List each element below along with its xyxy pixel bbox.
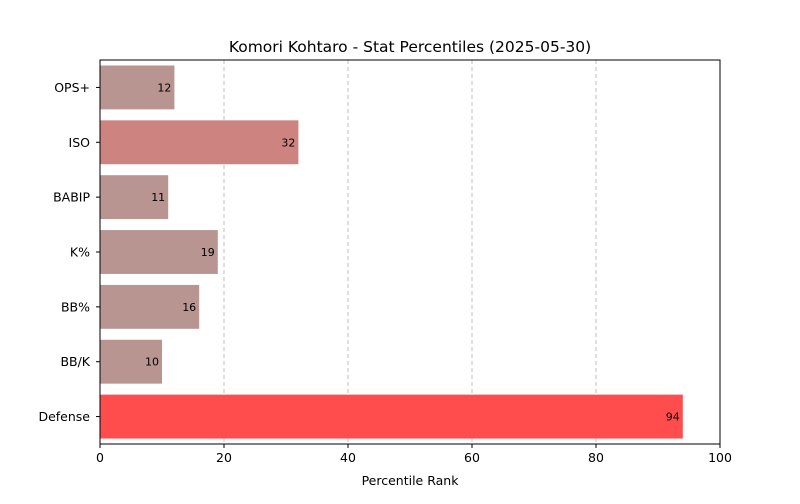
value-label: 11 (151, 191, 165, 204)
bar-k- (100, 230, 218, 274)
value-label: 19 (201, 246, 215, 259)
category-label: K% (70, 245, 90, 260)
value-label: 32 (281, 136, 295, 149)
x-axis-ticks: 0 20 40 60 80 100 (96, 444, 732, 465)
value-labels: 12 32 11 19 16 10 94 (145, 81, 680, 423)
x-tick-label: 80 (588, 450, 604, 465)
chart-title: Komori Kohtaro - Stat Percentiles (2025-… (229, 38, 591, 56)
bar-iso (100, 120, 299, 165)
value-label: 94 (666, 411, 680, 424)
bars (100, 65, 683, 439)
y-axis-ticks: OPS+ ISO BABIP K% BB% BB/K Defense (38, 80, 100, 424)
x-tick-label: 20 (216, 450, 232, 465)
x-tick-label: 60 (464, 450, 480, 465)
category-label: ISO (69, 135, 91, 150)
value-label: 12 (157, 81, 171, 94)
x-tick-label: 0 (96, 450, 104, 465)
category-label: BABIP (53, 190, 90, 205)
bar-ops- (100, 65, 175, 110)
bar-bb- (100, 284, 200, 329)
bar-defense (100, 394, 683, 439)
bar-babip (100, 175, 169, 220)
x-tick-label: 40 (340, 450, 356, 465)
category-label: OPS+ (54, 80, 90, 95)
category-label: Defense (38, 409, 90, 424)
grid-lines (223, 60, 597, 444)
value-label: 16 (182, 301, 196, 314)
category-label: BB% (61, 299, 90, 314)
x-axis-title: Percentile Rank (362, 473, 460, 488)
x-tick-label: 100 (708, 450, 732, 465)
bar-bb-k (100, 339, 162, 384)
value-label: 10 (145, 356, 159, 369)
category-label: BB/K (60, 354, 90, 369)
